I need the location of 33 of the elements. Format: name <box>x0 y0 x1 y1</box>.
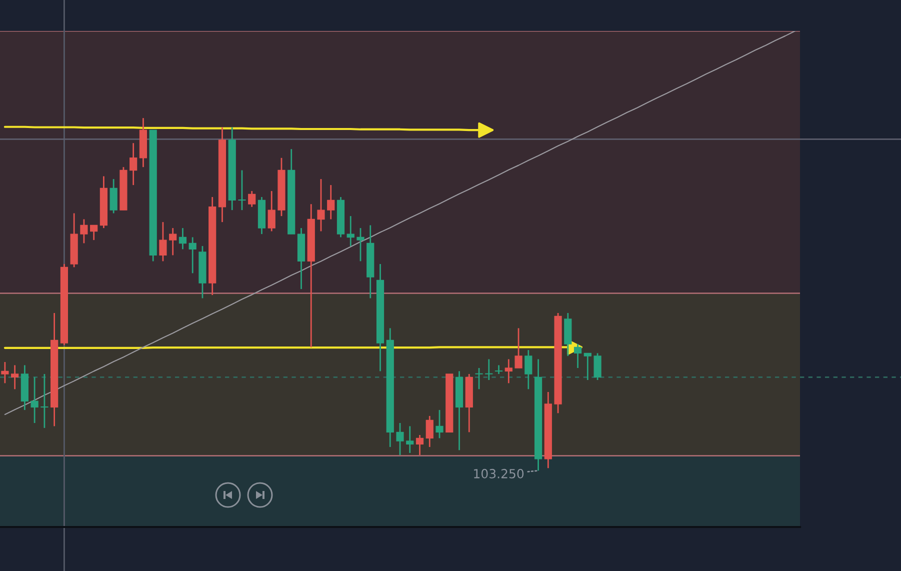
candlestick <box>436 409 444 439</box>
candlestick <box>494 364 503 375</box>
candlestick <box>1 361 9 384</box>
candlestick <box>514 327 522 369</box>
candlestick <box>317 178 325 232</box>
candlestick <box>188 236 196 274</box>
candlestick <box>40 373 48 429</box>
candlestick <box>268 190 276 232</box>
candlestick <box>475 367 483 390</box>
candlestick <box>90 224 98 241</box>
candlestick <box>248 190 256 208</box>
candlestick <box>594 352 602 381</box>
candlestick <box>80 218 88 244</box>
candlestick <box>327 184 335 220</box>
candlestick <box>416 434 424 456</box>
candlestick <box>504 358 512 384</box>
candlestick <box>110 178 118 214</box>
candlestick <box>485 358 493 381</box>
candlestick <box>584 352 592 381</box>
candlestick <box>178 227 187 250</box>
annotation: 103.250 <box>474 468 524 478</box>
candlestick <box>130 142 138 186</box>
candlestick <box>524 349 532 390</box>
candlestick <box>356 227 364 262</box>
candlestick <box>11 364 19 390</box>
candlestick <box>159 221 167 262</box>
candlestick <box>238 170 246 211</box>
candlestick <box>396 422 404 456</box>
candlestick <box>406 425 414 454</box>
candlestick <box>30 376 38 424</box>
candlestick <box>346 215 354 247</box>
candlestick <box>426 415 434 448</box>
candlestick <box>169 227 177 256</box>
